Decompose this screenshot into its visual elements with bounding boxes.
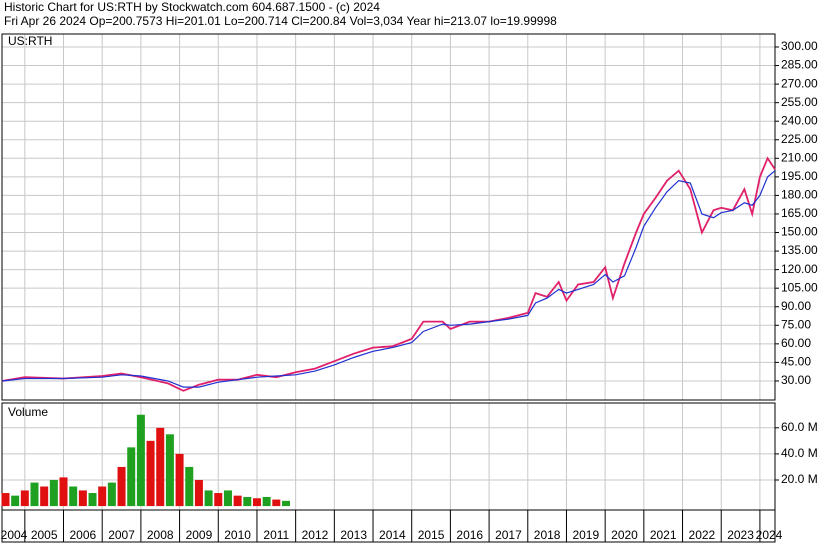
price-line xyxy=(1,156,776,392)
volume-bar xyxy=(252,498,261,507)
x-tick-label: 2023 xyxy=(727,528,754,542)
y-tick-label: 270.00 xyxy=(781,76,818,90)
volume-bar xyxy=(194,479,203,507)
volume-bar xyxy=(11,495,20,507)
volume-bar xyxy=(117,466,126,507)
volume-bar xyxy=(233,495,242,507)
x-axis-frame xyxy=(1,509,776,543)
panel-frame xyxy=(1,33,776,401)
y-tick-label: 135.00 xyxy=(781,243,818,257)
x-tick-label: 2006 xyxy=(70,528,97,542)
symbol-label: US:RTH xyxy=(8,34,52,48)
y-tick-label: 120.00 xyxy=(781,262,818,276)
header-line: Historic Chart for US:RTH by Stockwatch.… xyxy=(4,0,380,14)
volume-bar xyxy=(78,490,87,507)
x-tick-label: 2009 xyxy=(186,528,213,542)
volume-bar xyxy=(165,434,174,507)
y-tick-label: 90.00 xyxy=(781,299,811,313)
volume-bar xyxy=(88,493,97,507)
x-tick-label: 2004 xyxy=(1,528,28,542)
x-tick-label: 2014 xyxy=(379,528,406,542)
volume-bar xyxy=(127,447,136,507)
volume-bar xyxy=(107,482,116,507)
y-tick-label: 180.00 xyxy=(781,188,818,202)
y-tick-label: 45.00 xyxy=(781,355,811,369)
volume-bar xyxy=(98,486,107,507)
volume-bar xyxy=(136,414,145,507)
volume-bar xyxy=(20,490,29,507)
volume-bar xyxy=(272,499,281,507)
volume-bar xyxy=(204,490,213,507)
y-tick-label: 225.00 xyxy=(781,132,818,146)
x-tick-label: 2011 xyxy=(263,528,289,542)
volume-bar xyxy=(185,466,194,507)
y-tick-label: 255.00 xyxy=(781,95,818,109)
y-tick-label: 30.00 xyxy=(781,373,811,387)
x-tick-label: 2007 xyxy=(108,528,135,542)
volume-bar xyxy=(281,500,290,507)
x-tick-label: 2015 xyxy=(418,528,445,542)
y-tick-label: 20.0 M xyxy=(781,472,818,486)
volume-bar xyxy=(214,493,223,507)
x-tick-label: 2013 xyxy=(340,528,367,542)
y-tick-label: 105.00 xyxy=(781,280,818,294)
y-tick-label: 300.00 xyxy=(781,39,818,53)
volume-bar xyxy=(30,482,39,507)
volume-bar xyxy=(49,479,58,507)
volume-bar xyxy=(59,477,68,507)
volume-bar xyxy=(223,490,232,507)
x-tick-label: 2018 xyxy=(534,528,561,542)
x-tick-label: 2012 xyxy=(302,528,329,542)
volume-bar xyxy=(175,453,184,507)
volume-bar xyxy=(243,496,252,507)
price-line xyxy=(1,170,776,388)
y-tick-label: 60.0 M xyxy=(781,420,818,434)
y-tick-label: 165.00 xyxy=(781,206,818,220)
x-tick-label: 2020 xyxy=(611,528,638,542)
y-tick-label: 210.00 xyxy=(781,150,818,164)
volume-bar xyxy=(156,427,165,507)
x-tick-label: 2024 xyxy=(756,528,783,542)
volume-label: Volume xyxy=(8,405,48,419)
y-tick-label: 40.0 M xyxy=(781,446,818,460)
y-tick-label: 195.00 xyxy=(781,169,818,183)
y-tick-label: 240.00 xyxy=(781,113,818,127)
x-tick-label: 2005 xyxy=(31,528,58,542)
volume-bar xyxy=(69,486,78,507)
header-line: Fri Apr 26 2024 Op=200.7573 Hi=201.01 Lo… xyxy=(4,14,557,28)
volume-bar xyxy=(40,486,49,507)
x-tick-label: 2021 xyxy=(650,528,677,542)
x-tick-label: 2008 xyxy=(147,528,174,542)
volume-bar xyxy=(146,440,155,507)
y-tick-label: 285.00 xyxy=(781,58,818,72)
x-tick-label: 2017 xyxy=(495,528,522,542)
volume-bar xyxy=(262,496,271,507)
y-tick-label: 60.00 xyxy=(781,336,811,350)
x-tick-label: 2010 xyxy=(224,528,251,542)
x-tick-label: 2019 xyxy=(572,528,599,542)
y-tick-label: 75.00 xyxy=(781,317,811,331)
x-tick-label: 2022 xyxy=(689,528,716,542)
x-tick-label: 2016 xyxy=(456,528,483,542)
y-tick-label: 150.00 xyxy=(781,225,818,239)
volume-bar xyxy=(1,493,10,507)
